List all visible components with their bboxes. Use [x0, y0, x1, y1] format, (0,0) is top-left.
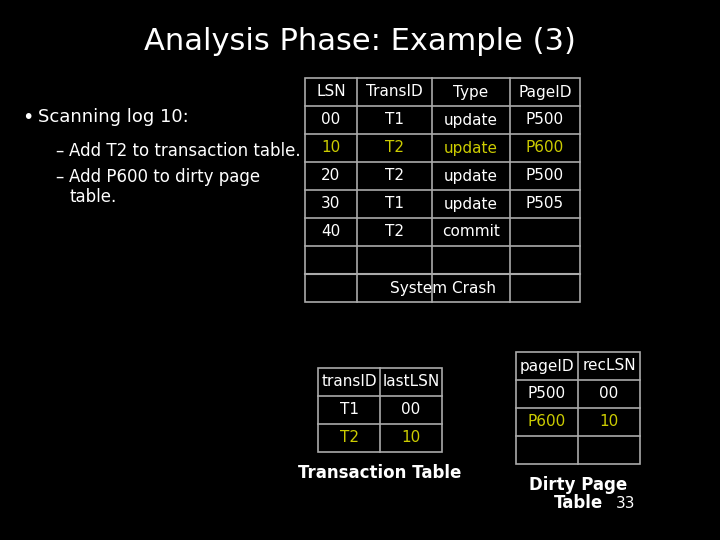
Text: update: update	[444, 197, 498, 212]
Text: –: –	[55, 168, 63, 186]
Bar	[516, 352, 640, 464]
Text: P505: P505	[526, 197, 564, 212]
Text: P600: P600	[528, 415, 566, 429]
Text: transID: transID	[321, 375, 377, 389]
Text: T2: T2	[385, 168, 404, 184]
Text: 40: 40	[321, 225, 341, 240]
Text: Transaction Table: Transaction Table	[298, 464, 462, 482]
Text: 30: 30	[321, 197, 341, 212]
Bar	[318, 368, 442, 452]
Text: TransID: TransID	[366, 84, 423, 99]
Text: Table: Table	[554, 494, 603, 512]
Text: T1: T1	[385, 197, 404, 212]
Text: T1: T1	[385, 112, 404, 127]
Text: commit: commit	[442, 225, 500, 240]
Text: Scanning log 10:: Scanning log 10:	[38, 108, 189, 126]
Text: update: update	[444, 112, 498, 127]
Text: P600: P600	[526, 140, 564, 156]
Text: P500: P500	[528, 387, 566, 402]
Text: T2: T2	[385, 140, 404, 156]
Text: update: update	[444, 168, 498, 184]
Text: T2: T2	[340, 430, 359, 445]
Text: T2: T2	[385, 225, 404, 240]
Text: PageID: PageID	[518, 84, 572, 99]
Text: table.: table.	[69, 188, 116, 206]
Text: update: update	[444, 140, 498, 156]
Text: 20: 20	[321, 168, 341, 184]
Text: System Crash: System Crash	[390, 280, 495, 295]
Text: •: •	[22, 108, 33, 127]
Text: P500: P500	[526, 168, 564, 184]
Text: Type: Type	[454, 84, 489, 99]
Text: Add T2 to transaction table.: Add T2 to transaction table.	[69, 142, 301, 160]
Text: 10: 10	[599, 415, 618, 429]
Text: Analysis Phase: Example (3): Analysis Phase: Example (3)	[144, 28, 576, 57]
Text: T1: T1	[340, 402, 359, 417]
Bar	[305, 78, 580, 302]
Text: 10: 10	[321, 140, 341, 156]
Text: 10: 10	[401, 430, 420, 445]
Text: recLSN: recLSN	[582, 359, 636, 374]
Text: LSN: LSN	[316, 84, 346, 99]
Text: Add P600 to dirty page: Add P600 to dirty page	[69, 168, 260, 186]
Text: P500: P500	[526, 112, 564, 127]
Text: –: –	[55, 142, 63, 160]
Text: Dirty Page: Dirty Page	[529, 476, 627, 494]
Text: lastLSN: lastLSN	[382, 375, 440, 389]
Text: pageID: pageID	[520, 359, 575, 374]
Text: 00: 00	[321, 112, 341, 127]
Text: 33: 33	[616, 496, 636, 511]
Text: 00: 00	[401, 402, 420, 417]
Text: 00: 00	[599, 387, 618, 402]
